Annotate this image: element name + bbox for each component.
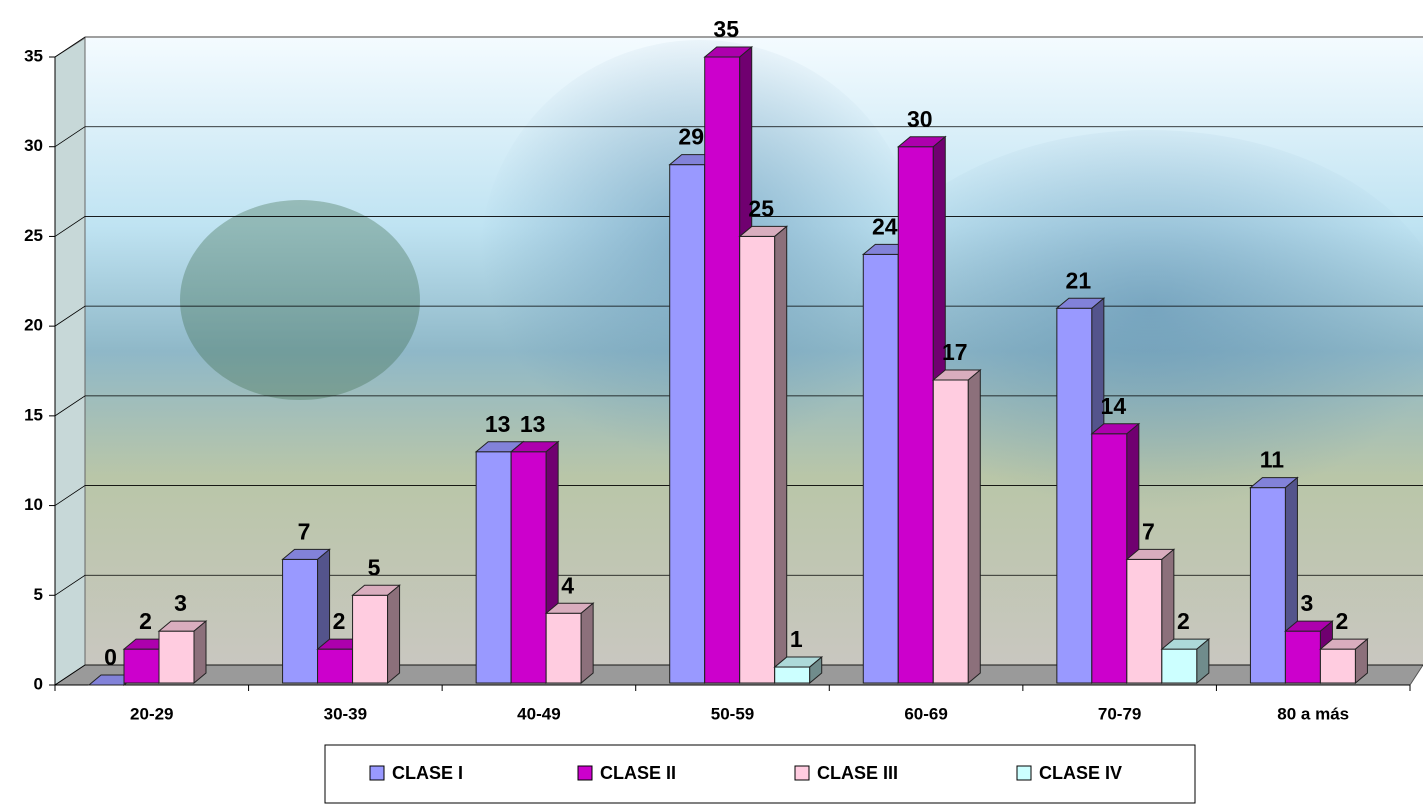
x-tick-label: 80 a más (1277, 704, 1349, 723)
bar (509, 440, 560, 685)
bar-front (1161, 648, 1198, 684)
x-tick-label: 40-49 (517, 704, 560, 723)
value-label: 11 (1260, 447, 1285, 473)
value-label: 24 (872, 213, 898, 239)
grid-line (54, 305, 1423, 327)
bar-front (475, 451, 512, 684)
legend-label: CLASE II (600, 763, 676, 783)
value-label: 29 (678, 124, 704, 150)
value-label: 0 (104, 644, 117, 670)
y-tick-label: 0 (34, 674, 43, 693)
y-tick-label: 35 (24, 46, 43, 65)
bar (1090, 422, 1141, 685)
x-tick-label: 60-69 (904, 704, 947, 723)
y-tick-label: 25 (24, 226, 43, 245)
value-label: 7 (1142, 518, 1155, 544)
grid-line (54, 216, 1423, 237)
value-label: 3 (174, 590, 187, 616)
bar-front (704, 56, 741, 684)
grid-line (54, 126, 1423, 148)
legend-label: CLASE IV (1039, 763, 1122, 783)
bar-front (774, 666, 811, 684)
bar-side (1196, 638, 1210, 685)
value-label: 5 (368, 554, 381, 580)
bar (931, 368, 982, 685)
legend-label: CLASE III (817, 763, 898, 783)
bar-front (1056, 307, 1093, 684)
bar-side (809, 655, 823, 685)
bar-front (317, 648, 354, 684)
bar-side (193, 620, 207, 685)
bar (544, 602, 595, 685)
value-label: 1 (790, 626, 803, 652)
value-label: 13 (520, 411, 546, 437)
grid-line (54, 36, 1423, 58)
bar-front (1091, 433, 1128, 684)
bar (1319, 638, 1369, 685)
background-shading (180, 200, 420, 400)
bar-side (1354, 638, 1368, 685)
y-tick-label: 15 (24, 405, 43, 424)
bar-front (545, 612, 582, 684)
legend-label: CLASE I (392, 763, 463, 783)
bar-front (897, 146, 934, 684)
legend-swatch (1016, 765, 1032, 781)
bar-front (1319, 648, 1356, 684)
value-label: 2 (139, 608, 152, 634)
bar-front (862, 253, 899, 684)
side-wall (54, 37, 86, 686)
bar-front (158, 630, 195, 684)
bar-front (123, 648, 160, 684)
legend-swatch (577, 765, 593, 781)
value-label: 17 (942, 339, 968, 365)
value-label: 25 (748, 196, 774, 222)
bar (738, 225, 789, 685)
bar-front (932, 379, 969, 684)
value-label: 13 (485, 411, 511, 437)
value-label: 35 (713, 16, 739, 42)
value-label: 14 (1101, 393, 1127, 419)
bar-front (739, 235, 776, 684)
x-tick-label: 30-39 (324, 704, 367, 723)
legend-swatch (369, 765, 385, 781)
bar (157, 620, 208, 685)
bar-front (669, 164, 706, 684)
legend-swatch (794, 765, 810, 781)
bar (1160, 638, 1211, 685)
bar-front (1284, 630, 1321, 684)
background-shading (850, 130, 1423, 530)
bar (773, 655, 824, 685)
y-tick-label: 10 (24, 495, 43, 514)
x-tick-label: 20-29 (130, 704, 173, 723)
x-tick-label: 70-79 (1098, 704, 1141, 723)
value-label: 2 (1177, 608, 1190, 634)
bar (351, 584, 401, 685)
bar-front (510, 451, 547, 684)
bar-side (387, 584, 401, 685)
x-tick-label: 50-59 (711, 704, 754, 723)
y-tick-label: 5 (34, 585, 43, 604)
value-label: 2 (1336, 608, 1349, 634)
value-label: 7 (298, 518, 311, 544)
value-label: 30 (907, 106, 933, 132)
value-label: 4 (561, 572, 574, 598)
bar-side (967, 368, 981, 685)
y-tick-label: 30 (24, 136, 43, 155)
bar-front (352, 594, 389, 684)
value-label: 2 (333, 608, 346, 634)
y-tick-label: 20 (24, 316, 43, 335)
legend-box (324, 744, 1196, 804)
bar-side (580, 602, 594, 685)
bar-front (1126, 558, 1163, 684)
value-label: 3 (1301, 590, 1314, 616)
value-label: 21 (1066, 267, 1092, 293)
bar-front (282, 558, 319, 684)
bar-front (1249, 487, 1286, 684)
bar-side (774, 225, 788, 685)
